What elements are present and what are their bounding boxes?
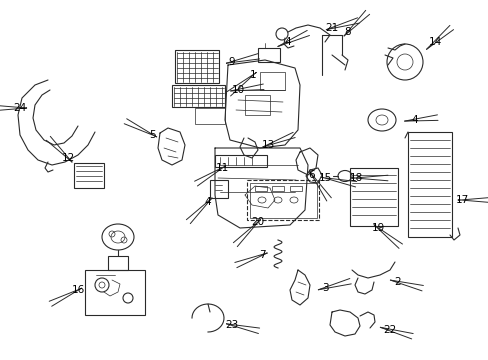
Text: 10: 10 xyxy=(231,85,244,95)
Bar xyxy=(244,95,269,115)
Text: 23: 23 xyxy=(225,320,238,330)
Text: 16: 16 xyxy=(71,285,84,295)
Bar xyxy=(254,186,266,191)
Bar xyxy=(246,180,318,220)
Bar xyxy=(172,85,224,107)
Text: 19: 19 xyxy=(370,223,384,233)
Text: 4: 4 xyxy=(284,37,291,47)
Text: 7: 7 xyxy=(258,250,265,260)
Text: 13: 13 xyxy=(261,140,274,150)
Bar xyxy=(271,186,284,191)
Bar xyxy=(407,132,451,237)
Bar xyxy=(289,186,302,191)
Text: 3: 3 xyxy=(321,283,327,293)
Bar xyxy=(108,256,128,270)
Text: 1: 1 xyxy=(249,70,256,80)
Text: 11: 11 xyxy=(215,163,228,173)
Bar xyxy=(260,72,285,90)
Bar xyxy=(209,180,227,198)
Text: 21: 21 xyxy=(325,23,338,33)
Text: 17: 17 xyxy=(454,195,468,205)
Text: 4: 4 xyxy=(411,115,417,125)
Text: 18: 18 xyxy=(348,173,362,183)
Bar xyxy=(85,270,145,315)
Bar xyxy=(258,48,280,62)
Text: 6: 6 xyxy=(308,170,315,180)
Text: 12: 12 xyxy=(61,153,75,163)
Bar xyxy=(175,50,219,83)
Bar xyxy=(195,108,224,124)
Text: 22: 22 xyxy=(383,325,396,335)
Text: 2: 2 xyxy=(394,277,401,287)
Bar xyxy=(215,155,266,167)
Text: 15: 15 xyxy=(318,173,331,183)
Bar xyxy=(349,168,397,226)
Text: 24: 24 xyxy=(13,103,26,113)
Text: 5: 5 xyxy=(149,130,156,140)
Text: 9: 9 xyxy=(228,57,235,67)
Text: 14: 14 xyxy=(427,37,441,47)
Text: 8: 8 xyxy=(344,27,350,37)
Text: 20: 20 xyxy=(251,217,264,227)
Bar xyxy=(249,183,316,218)
Bar xyxy=(74,163,104,188)
Text: 4: 4 xyxy=(204,197,211,207)
